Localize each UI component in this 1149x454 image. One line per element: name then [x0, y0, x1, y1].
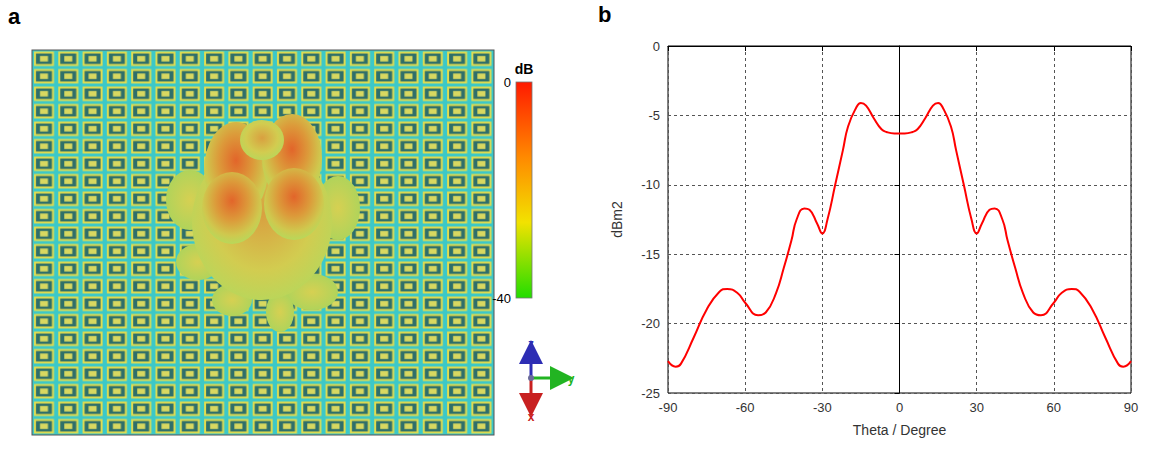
- svg-text:-30: -30: [813, 400, 832, 415]
- svg-text:-15: -15: [641, 247, 660, 262]
- svg-text:-60: -60: [736, 400, 755, 415]
- svg-text:dB: dB: [515, 61, 534, 77]
- svg-text:0: 0: [896, 400, 903, 415]
- svg-text:-40: -40: [492, 291, 511, 306]
- svg-text:30: 30: [969, 400, 983, 415]
- svg-text:90: 90: [1124, 400, 1138, 415]
- svg-text:60: 60: [1047, 400, 1061, 415]
- svg-text:a: a: [8, 4, 21, 29]
- svg-text:-5: -5: [648, 108, 660, 123]
- svg-text:0: 0: [504, 75, 511, 90]
- svg-text:-90: -90: [659, 400, 678, 415]
- svg-text:Theta / Degree: Theta / Degree: [853, 422, 947, 438]
- svg-text:-20: -20: [641, 316, 660, 331]
- svg-text:x: x: [528, 410, 535, 424]
- svg-text:dBm2: dBm2: [609, 201, 625, 238]
- svg-text:0: 0: [653, 39, 660, 54]
- svg-text:z: z: [528, 337, 534, 351]
- html-text:b: b: [598, 2, 612, 27]
- svg-text:y: y: [568, 372, 575, 386]
- svg-text:-25: -25: [641, 386, 660, 401]
- svg-text:-10: -10: [641, 177, 660, 192]
